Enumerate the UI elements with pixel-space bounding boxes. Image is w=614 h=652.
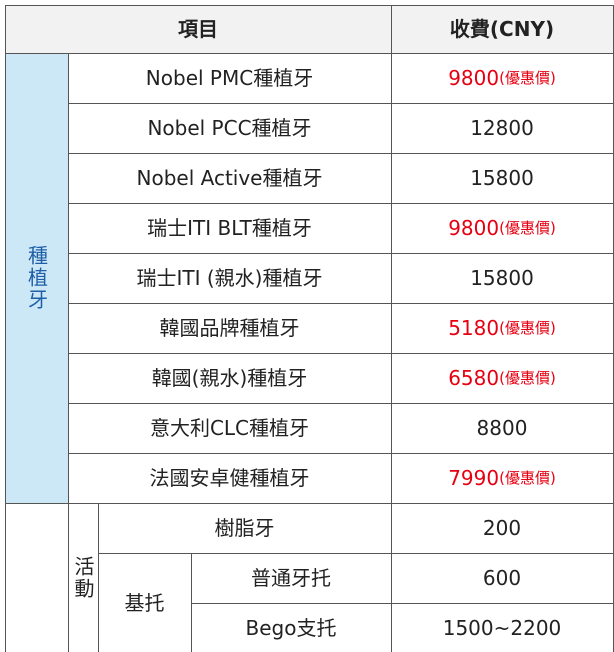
price-value: 9800 — [448, 66, 500, 90]
price-value: 5180 — [448, 316, 500, 340]
row-divider — [68, 153, 614, 154]
column-divider — [98, 503, 99, 652]
discount-note: (優惠價) — [499, 69, 556, 87]
implant-name: 韓國(親水)種植牙 — [151, 366, 308, 390]
resin-name: 樹脂牙 — [214, 516, 275, 540]
discount-note: (優惠價) — [499, 469, 556, 487]
removable-group: 活動 — [68, 503, 98, 652]
header-item: 項目 — [5, 5, 391, 53]
row-divider — [68, 453, 614, 454]
implant-name: 瑞士ITI BLT種植牙 — [147, 216, 312, 240]
implant-price: 5180 (優惠價) — [391, 303, 613, 353]
border-header — [5, 53, 614, 54]
column-divider — [191, 553, 192, 652]
row-divider — [68, 303, 614, 304]
discount-note: (優惠價) — [499, 219, 556, 237]
row-divider — [68, 253, 614, 254]
discount-note: (優惠價) — [499, 369, 556, 387]
column-divider — [68, 53, 69, 652]
category-implant: 種植牙 — [5, 53, 68, 503]
implant-price: 8800 — [476, 416, 528, 440]
base-item-price: 600 — [482, 566, 522, 590]
section-divider — [5, 503, 614, 504]
implant-name: Nobel Active種植牙 — [136, 166, 323, 190]
row-divider — [191, 603, 614, 604]
row-divider — [68, 353, 614, 354]
row-divider — [98, 553, 614, 554]
row-divider — [68, 203, 614, 204]
base-item-price: 1500~2200 — [442, 615, 562, 640]
border-left — [5, 5, 6, 652]
price-value: 9800 — [448, 216, 500, 240]
implant-name: 韓國品牌種植牙 — [159, 316, 300, 340]
header-fee: 收費(CNY) — [391, 5, 613, 53]
implant-name: 法國安卓健種植牙 — [149, 466, 310, 490]
implant-price: 15800 — [470, 166, 534, 190]
implant-name: 瑞士ITI (親水)種植牙 — [136, 266, 323, 290]
price-value: 6580 — [448, 366, 500, 390]
implant-name: Nobel PCC種植牙 — [147, 116, 312, 140]
implant-name: 意大利CLC種植牙 — [149, 416, 310, 440]
border-top — [5, 5, 614, 6]
discount-note: (優惠價) — [499, 319, 556, 337]
implant-price: 12800 — [470, 116, 534, 140]
category-implant-label: 種植牙 — [24, 245, 49, 311]
implant-price: 15800 — [470, 266, 534, 290]
base-item-name: 普通牙托 — [251, 566, 331, 590]
price-value: 7990 — [448, 466, 500, 490]
implant-price: 9800 (優惠價) — [391, 53, 613, 103]
base-item-name: Bego支托 — [245, 615, 337, 640]
implant-name: Nobel PMC種植牙 — [145, 66, 314, 90]
removable-group-label: 活動 — [71, 555, 95, 600]
base-group: 基托 — [124, 590, 165, 615]
column-divider — [391, 5, 392, 652]
implant-price: 7990 (優惠價) — [391, 453, 613, 503]
implant-price: 6580 (優惠價) — [391, 353, 613, 403]
row-divider — [68, 403, 614, 404]
resin-price: 200 — [482, 516, 522, 540]
row-divider — [68, 103, 614, 104]
implant-price: 9800 (優惠價) — [391, 203, 613, 253]
